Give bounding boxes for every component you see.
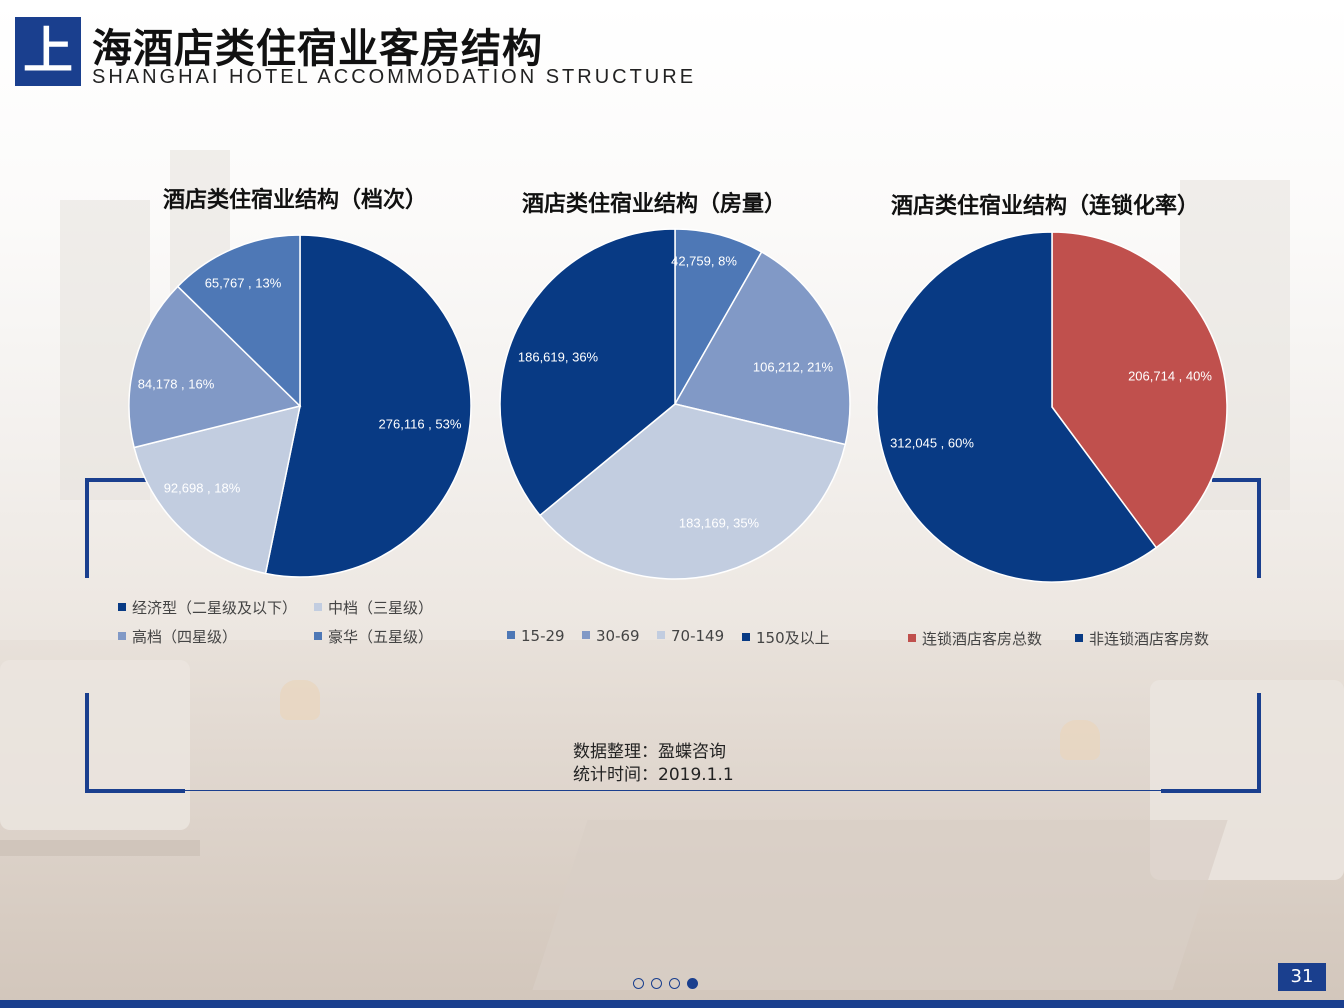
header-badge-text: 上 <box>23 22 73 80</box>
content-frame <box>85 478 1261 793</box>
legend-item: 经济型（二星级及以下） <box>118 597 297 618</box>
legend-item: 高档（四星级） <box>118 626 237 647</box>
header-badge: 上 <box>15 17 81 86</box>
pie-slice <box>133 404 301 575</box>
page-dot[interactable] <box>669 978 680 989</box>
pie-slice <box>673 250 851 446</box>
pie-slice <box>876 231 1158 583</box>
chart-title-rooms: 酒店类住宿业结构（房量） <box>522 192 787 217</box>
legend-item: 豪华（五星级） <box>314 626 433 647</box>
legend-item: 70-149 <box>657 627 724 645</box>
slice-data-label: 186,619, 36% <box>518 349 599 364</box>
pie-slice <box>674 228 763 407</box>
slide-pagination[interactable] <box>633 974 705 993</box>
slice-data-label: 276,116 , 53% <box>379 416 462 431</box>
legend-item: 30-69 <box>582 627 640 645</box>
page-dot-active[interactable] <box>687 978 698 989</box>
date-line: 统计时间：2019.1.1 <box>573 765 734 785</box>
page-dot[interactable] <box>633 978 644 989</box>
pie-slice <box>1051 231 1228 549</box>
slice-data-label: 106,212, 21% <box>753 359 834 374</box>
legend-item: 中档（三星级） <box>314 597 433 618</box>
chart-title-grade: 酒店类住宿业结构（档次） <box>163 188 428 213</box>
source-note: 数据整理：盈蝶咨询 统计时间：2019.1.1 <box>573 741 734 787</box>
slice-data-label: 183,169, 35% <box>679 515 760 530</box>
slice-data-label: 65,767 , 13% <box>205 275 282 290</box>
source-line: 数据整理：盈蝶咨询 <box>573 742 726 762</box>
pie-slice <box>538 403 847 580</box>
pie-slice <box>499 228 676 517</box>
legend-item: 15-29 <box>507 627 565 645</box>
legend-item: 连锁酒店客房总数 <box>908 628 1042 649</box>
page-number: 31 <box>1278 963 1326 991</box>
legend-item: 150及以上 <box>742 627 830 648</box>
page-title: 海酒店类住宿业客房结构 <box>92 26 543 72</box>
pie-slice <box>176 234 301 408</box>
page-dot[interactable] <box>651 978 662 989</box>
page-subtitle: SHANGHAI HOTEL ACCOMMODATION STRUCTURE <box>92 66 697 88</box>
slice-data-label: 312,045 , 60% <box>890 435 974 450</box>
slice-data-label: 84,178 , 16% <box>138 376 215 391</box>
chart-title-chain: 酒店类住宿业结构（连锁化率） <box>891 194 1200 219</box>
slice-data-label: 92,698 , 18% <box>164 480 241 495</box>
pie-slice <box>128 285 302 449</box>
pie-slice <box>264 234 472 578</box>
slice-data-label: 206,714 , 40% <box>1128 368 1212 383</box>
legend-item: 非连锁酒店客房数 <box>1075 628 1209 649</box>
bottom-bar <box>0 1000 1344 1008</box>
slice-data-label: 42,759, 8% <box>671 253 737 268</box>
